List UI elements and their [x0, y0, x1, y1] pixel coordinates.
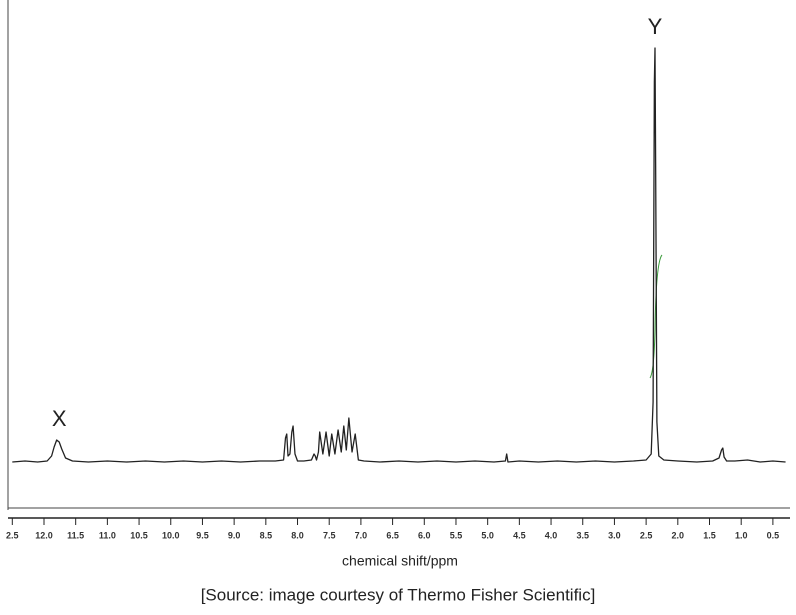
- x-tick-label: 10.0: [162, 530, 180, 540]
- x-tick-label: 5.0: [481, 530, 494, 540]
- x-tick-label: 7.5: [323, 530, 336, 540]
- x-tick-label: 4.0: [545, 530, 558, 540]
- peak-annotation: Y: [648, 14, 663, 39]
- integration-curve: [649, 254, 663, 379]
- x-tick-label: 11.5: [67, 530, 84, 540]
- x-tick-label: 9.0: [228, 530, 241, 540]
- x-tick-label: 4.5: [513, 530, 526, 540]
- x-tick-label: 1.5: [703, 530, 716, 540]
- x-tick-label: 8.0: [291, 530, 304, 540]
- x-tick-label: 3.5: [576, 530, 589, 540]
- x-tick-label: 1.0: [735, 530, 748, 540]
- x-axis-label: chemical shift/ppm: [342, 553, 458, 569]
- x-tick-label: 9.5: [196, 530, 209, 540]
- x-tick-label: 6.0: [418, 530, 431, 540]
- x-tick-label: 12.0: [35, 530, 53, 540]
- x-tick-label: 8.5: [260, 530, 273, 540]
- x-tick-label: 0.5: [767, 530, 780, 540]
- peak-annotation: X: [52, 406, 67, 431]
- x-tick-label: 6.5: [386, 530, 399, 540]
- x-tick-label: 2.0: [672, 530, 685, 540]
- x-tick-label: 7.0: [355, 530, 368, 540]
- source-caption: [Source: image courtesy of Thermo Fisher…: [201, 585, 596, 604]
- x-tick-label: 2.5: [640, 530, 653, 540]
- x-tick-label: 5.5: [450, 530, 463, 540]
- spectrum-line: [12, 47, 786, 463]
- x-tick-label: 10.5: [130, 530, 148, 540]
- x-tick-label: 2.5: [6, 530, 19, 540]
- x-tick-label: 11.0: [99, 530, 116, 540]
- x-tick-label: 3.0: [608, 530, 621, 540]
